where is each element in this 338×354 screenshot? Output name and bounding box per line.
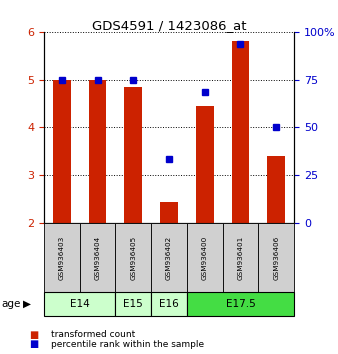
Text: GSM936404: GSM936404 bbox=[95, 235, 100, 280]
Bar bbox=[160, 201, 178, 223]
Bar bbox=[151, 223, 187, 292]
Text: GSM936401: GSM936401 bbox=[238, 235, 243, 280]
Text: GSM936402: GSM936402 bbox=[166, 235, 172, 280]
Text: transformed count: transformed count bbox=[51, 330, 135, 339]
Bar bbox=[44, 292, 115, 316]
Bar bbox=[187, 223, 223, 292]
Bar bbox=[267, 156, 285, 223]
Text: GSM936400: GSM936400 bbox=[202, 235, 208, 280]
Text: E15: E15 bbox=[123, 299, 143, 309]
Text: percentile rank within the sample: percentile rank within the sample bbox=[51, 339, 204, 349]
Text: GDS4591 / 1423086_at: GDS4591 / 1423086_at bbox=[92, 19, 246, 33]
Text: ▶: ▶ bbox=[23, 299, 31, 309]
Text: E16: E16 bbox=[159, 299, 179, 309]
Text: GSM936406: GSM936406 bbox=[273, 235, 279, 280]
Bar bbox=[124, 87, 142, 223]
Text: E17.5: E17.5 bbox=[225, 299, 255, 309]
Bar bbox=[151, 292, 187, 316]
Bar bbox=[232, 41, 249, 223]
Bar bbox=[258, 223, 294, 292]
Bar bbox=[80, 223, 115, 292]
Bar bbox=[53, 80, 71, 223]
Bar bbox=[89, 80, 106, 223]
Text: GSM936403: GSM936403 bbox=[59, 235, 65, 280]
Text: age: age bbox=[2, 299, 21, 309]
Bar bbox=[115, 292, 151, 316]
Bar bbox=[187, 292, 294, 316]
Bar bbox=[115, 223, 151, 292]
Text: E14: E14 bbox=[70, 299, 90, 309]
Bar bbox=[44, 223, 80, 292]
Text: GSM936405: GSM936405 bbox=[130, 235, 136, 280]
Text: ■: ■ bbox=[29, 330, 38, 339]
Bar bbox=[196, 106, 214, 223]
Text: ■: ■ bbox=[29, 339, 38, 349]
Bar bbox=[223, 223, 258, 292]
